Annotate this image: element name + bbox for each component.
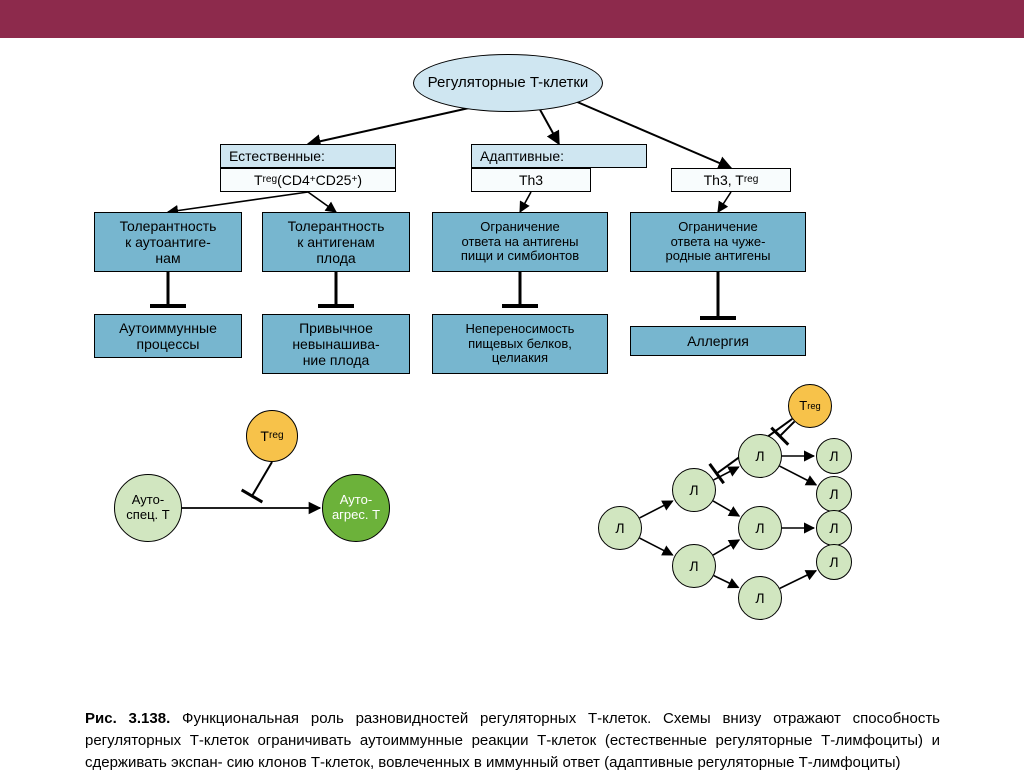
leaf-nevynash: Привычноеневынашива-ние плода (262, 314, 410, 374)
topbar (0, 0, 1024, 38)
header-natural: Естественные: (220, 144, 396, 168)
leaf-ogr_pish: Ограничениеответа на антигеныпищи и симб… (432, 212, 608, 272)
caption-text: Функциональная роль разновидностей регул… (85, 710, 940, 771)
leaf-autoimm: Аутоиммунныепроцессы (94, 314, 242, 358)
lymph-L3c: Л (816, 510, 852, 546)
leaf-ogr_chu: Ограничениеответа на чуже-родные антиген… (630, 212, 806, 272)
cell-auto-spec: Ауто-спец. T (114, 474, 182, 542)
lymph-L3b: Л (816, 476, 852, 512)
lymph-L2a: Л (738, 434, 782, 478)
lymph-L1a: Л (672, 468, 716, 512)
leaf-tol_auto: Толерантностьк аутоантиге-нам (94, 212, 242, 272)
lymph-L2c: Л (738, 576, 782, 620)
cell-auto-agres: Ауто-агрес. T (322, 474, 390, 542)
lymph-L3d: Л (816, 544, 852, 580)
sub-treg-cd4cd25: Treg (CD4+ CD25+) (220, 168, 396, 192)
figure-caption: Рис. 3.138. Функциональная роль разновид… (85, 708, 940, 773)
leaf-allergy: Аллергия (630, 326, 806, 356)
sub-th3-treg: Th3, Treg (671, 168, 791, 192)
leaf-tol_plod: Толерантностьк антигенамплода (262, 212, 410, 272)
root-node-regulatory-t-cells: Регуляторные T-клетки (413, 54, 603, 112)
lymph-L1b: Л (672, 544, 716, 588)
cell-treg-right: Treg (788, 384, 832, 428)
cell-treg-left: Treg (246, 410, 298, 462)
lymph-L2b: Л (738, 506, 782, 550)
lymph-L3a: Л (816, 438, 852, 474)
sub-th3: Th3 (471, 168, 591, 192)
header-adaptive: Адаптивные: (471, 144, 647, 168)
leaf-neperen: Непереносимостьпищевых белков,целиакия (432, 314, 608, 374)
caption-prefix: Рис. 3.138. (85, 710, 170, 727)
lymph-L0: Л (598, 506, 642, 550)
diagram-canvas: Регуляторные T-клетки Естественные: Адап… (0, 38, 1024, 767)
